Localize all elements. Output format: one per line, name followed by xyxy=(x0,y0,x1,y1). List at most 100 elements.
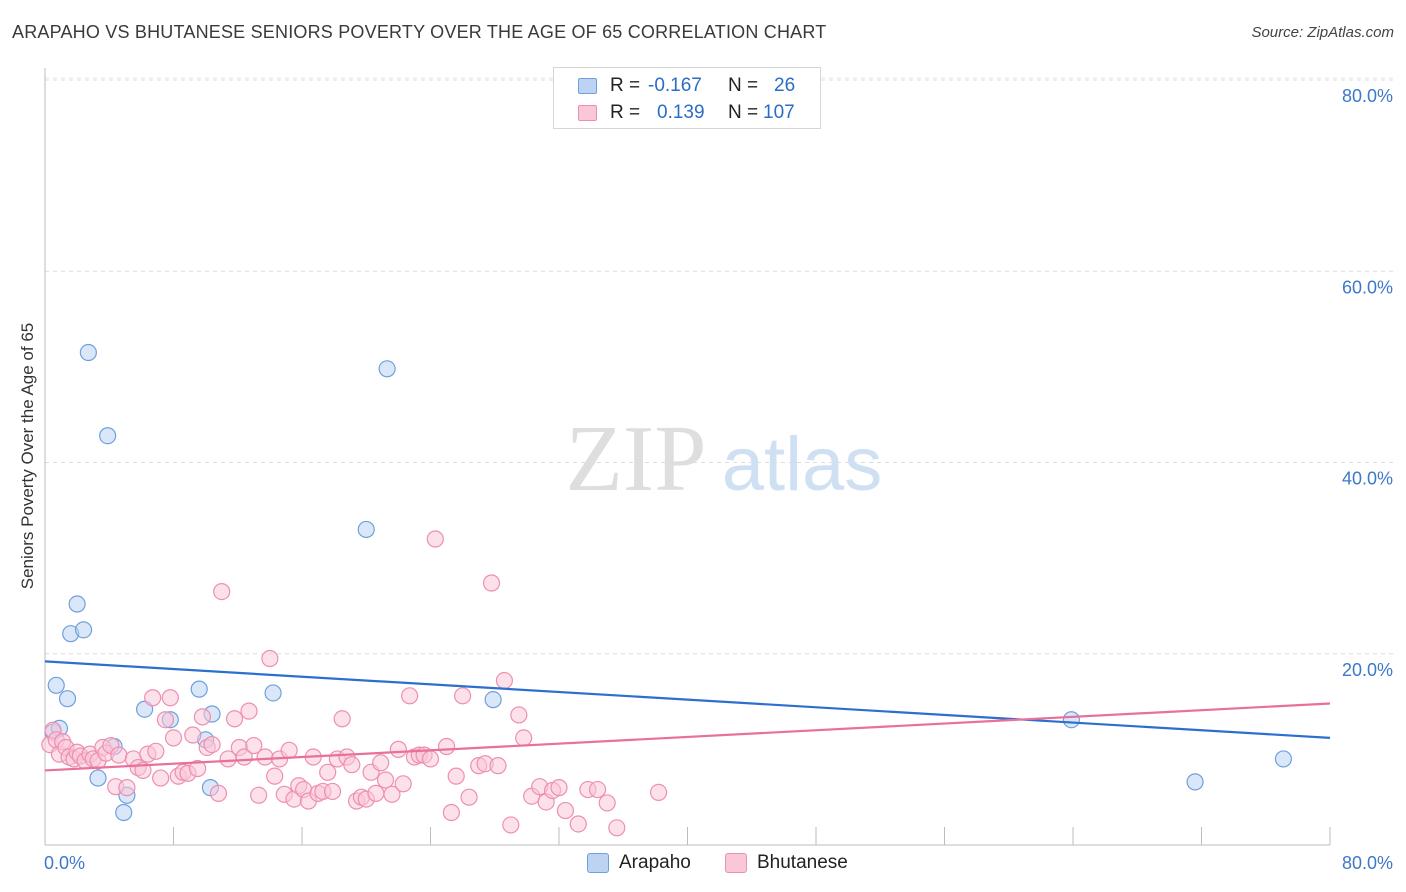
bhutanese-point-37 xyxy=(203,735,221,754)
bhutanese-point-94 xyxy=(515,729,533,747)
y-tick-label-0: 20.0% xyxy=(1342,660,1393,680)
arapaho-point-6 xyxy=(74,621,93,639)
r-label: R = xyxy=(610,102,641,123)
bhutanese-point-45 xyxy=(245,736,263,755)
bhutanese-point-38 xyxy=(209,784,228,802)
bhutanese-point-92 xyxy=(502,816,520,834)
axis-layer xyxy=(44,68,1331,846)
legend-swatch-arapaho xyxy=(587,853,609,873)
bhutanese-point-73 xyxy=(383,785,401,803)
bhutanese-point-80 xyxy=(421,750,440,768)
arapaho-point-7 xyxy=(79,343,97,362)
arapaho-point-20 xyxy=(357,520,375,539)
tick-label-layer: 20.0% 40.0% 60.0% 80.0% 0.0% 80.0% xyxy=(44,86,1393,873)
n-value: 26 xyxy=(774,75,796,96)
n-label: N = xyxy=(728,102,759,123)
n-label: N = xyxy=(728,75,759,96)
arapaho-point-15 xyxy=(190,680,208,698)
bhutanese-point-61 xyxy=(323,782,342,801)
trend-layer xyxy=(44,660,1331,772)
bhutanese-point-47 xyxy=(256,748,274,766)
bhutanese-point-93 xyxy=(510,706,528,724)
bhutanese-point-76 xyxy=(401,687,419,705)
bhutanese-point-35 xyxy=(193,708,212,726)
arapaho-point-5 xyxy=(68,595,86,613)
legend-label-bhutanese: Bhutanese xyxy=(757,852,848,873)
arapaho-swatch xyxy=(578,78,597,94)
bhutanese-point-70 xyxy=(367,784,385,802)
bhutanese-point-100 xyxy=(556,801,575,820)
y-tick-label-3: 80.0% xyxy=(1342,86,1393,106)
bhutanese-point-104 xyxy=(598,794,616,812)
r-value: 0.139 xyxy=(657,102,705,123)
bhutanese-point-84 xyxy=(447,767,465,785)
r-label: R = xyxy=(610,75,641,96)
bhutanese-point-52 xyxy=(280,741,298,759)
legend-label-arapaho: Arapaho xyxy=(619,852,691,873)
bhutanese-point-48 xyxy=(261,649,279,668)
bhutanese-point-82 xyxy=(437,737,456,756)
arapaho-point-21 xyxy=(378,360,396,378)
bhutanese-point-99 xyxy=(550,779,568,797)
bhutanese-point-63 xyxy=(333,710,351,728)
bhutanese-point-60 xyxy=(319,763,337,781)
bhutanese-point-75 xyxy=(394,775,412,793)
bhutanese-trend-line xyxy=(44,702,1331,772)
legend-swatch-bhutanese xyxy=(725,853,747,873)
arapaho-point-23 xyxy=(1062,711,1080,729)
arapaho-point-8 xyxy=(89,769,107,787)
y-tick-label-1: 40.0% xyxy=(1342,469,1393,489)
bhutanese-point-105 xyxy=(608,819,626,837)
arapaho-trend-line xyxy=(44,660,1331,739)
bhutanese-point-24 xyxy=(144,689,162,707)
n-value: 107 xyxy=(763,102,795,123)
bhutanese-point-34 xyxy=(188,759,207,778)
watermark-zip: ZIP xyxy=(566,407,707,511)
bhutanese-point-103 xyxy=(588,780,607,799)
watermark: ZIP atlas xyxy=(566,407,883,511)
bhutanese-point-91 xyxy=(495,671,513,690)
arapaho-point-11 xyxy=(115,803,133,822)
chart-source: Source: ZipAtlas.com xyxy=(1251,24,1394,41)
stats-box: R = -0.167 N = 26 R = 0.139 N = 107 xyxy=(553,67,821,129)
bhutanese-point-90 xyxy=(489,757,507,775)
x-tick-label-max: 80.0% xyxy=(1342,853,1393,873)
bhutanese-point-29 xyxy=(164,729,183,747)
bhutanese-point-86 xyxy=(460,788,478,806)
bhutanese-point-26 xyxy=(152,769,170,787)
bhutanese-point-81 xyxy=(426,530,444,548)
bhutanese-point-101 xyxy=(569,815,587,833)
bhutanese-point-72 xyxy=(376,771,395,789)
r-value: -0.167 xyxy=(648,75,702,96)
arapaho-point-22 xyxy=(484,691,502,709)
x-tick-label-min: 0.0% xyxy=(44,853,85,873)
watermark-atlas: atlas xyxy=(722,422,883,507)
arapaho-point-19 xyxy=(264,684,282,702)
arapaho-point-3 xyxy=(58,690,77,708)
arapaho-point-9 xyxy=(99,427,117,445)
bhutanese-point-46 xyxy=(250,786,268,804)
bhutanese-point-106 xyxy=(649,783,668,802)
bhutanese-point-85 xyxy=(454,687,472,705)
bhutanese-point-18 xyxy=(110,746,128,764)
bhutanese-point-74 xyxy=(389,740,407,758)
bhutanese-swatch xyxy=(578,105,597,121)
bhutanese-point-49 xyxy=(266,767,284,785)
bhutanese-point-44 xyxy=(240,702,258,720)
bhutanese-point-89 xyxy=(482,574,501,592)
bhutanese-point-33 xyxy=(184,726,202,744)
arapaho-point-24 xyxy=(1186,773,1204,791)
bhutanese-point-39 xyxy=(213,582,231,601)
bhutanese-point-27 xyxy=(156,711,175,729)
points-layer xyxy=(41,343,1293,837)
bhutanese-point-28 xyxy=(161,689,179,707)
grid-layer xyxy=(45,77,1395,655)
arapaho-point-25 xyxy=(1274,750,1293,768)
y-tick-label-2: 60.0% xyxy=(1342,277,1393,297)
bhutanese-point-41 xyxy=(225,710,244,728)
bhutanese-point-19 xyxy=(118,779,136,797)
bhutanese-point-25 xyxy=(147,742,165,760)
bhutanese-point-83 xyxy=(442,803,460,822)
bhutanese-point-65 xyxy=(343,756,361,774)
